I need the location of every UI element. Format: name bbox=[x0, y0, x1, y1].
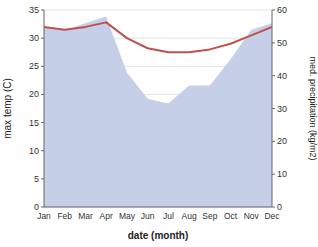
grid-line bbox=[44, 10, 272, 11]
x-tick-label: Sep bbox=[202, 211, 217, 221]
y-tick bbox=[41, 150, 44, 151]
area bbox=[44, 17, 272, 207]
chart: 051015202530350102030405060JanFebMarAprM… bbox=[0, 0, 318, 247]
y-tick-label: 20 bbox=[29, 89, 39, 99]
y2-tick bbox=[272, 207, 275, 208]
y-axis-label: max temp (C) bbox=[2, 78, 13, 139]
x-tick-label: Jan bbox=[37, 211, 51, 221]
y-tick bbox=[41, 178, 44, 179]
y2-tick-label: 50 bbox=[277, 38, 287, 48]
page: {"chart_data": {"type": "line", "categor… bbox=[0, 0, 318, 247]
plot-area bbox=[44, 17, 272, 207]
y-tick bbox=[41, 10, 44, 11]
y2-tick bbox=[272, 141, 275, 142]
y-axis-line bbox=[44, 10, 45, 207]
x-tick-label: Oct bbox=[224, 211, 238, 221]
y2-tick-label: 40 bbox=[277, 71, 287, 81]
line bbox=[44, 22, 272, 52]
x-tick-label: Jul bbox=[163, 211, 174, 221]
y-tick-label: 15 bbox=[29, 118, 39, 128]
y-tick bbox=[41, 94, 44, 95]
x-tick-label: Feb bbox=[57, 211, 72, 221]
x-tick-label: Jun bbox=[141, 211, 155, 221]
y-tick-label: 25 bbox=[29, 61, 39, 71]
y2-axis-label: med. precipitation (kg/m2) bbox=[308, 56, 318, 160]
y2-tick bbox=[272, 42, 275, 43]
x-tick-label: Dec bbox=[264, 211, 280, 221]
x-tick-label: Nov bbox=[244, 211, 260, 221]
x-tick-label: Aug bbox=[182, 211, 197, 221]
y-tick bbox=[41, 38, 44, 39]
grid-line bbox=[44, 207, 272, 208]
y-tick bbox=[41, 66, 44, 67]
y-tick bbox=[41, 122, 44, 123]
x-axis-label: date (month) bbox=[128, 230, 189, 241]
y2-tick bbox=[272, 108, 275, 109]
y2-tick-label: 20 bbox=[277, 136, 287, 146]
y2-tick-label: 10 bbox=[277, 169, 287, 179]
y-tick-label: 5 bbox=[34, 174, 39, 184]
y-tick-label: 10 bbox=[29, 146, 39, 156]
y2-tick bbox=[272, 75, 275, 76]
y-tick bbox=[41, 207, 44, 208]
y2-tick bbox=[272, 10, 275, 11]
y2-tick bbox=[272, 174, 275, 175]
y2-tick-label: 60 bbox=[277, 5, 287, 15]
y-tick-label: 35 bbox=[29, 5, 39, 15]
x-tick-label: Apr bbox=[100, 211, 113, 221]
x-tick-label: Mar bbox=[78, 211, 93, 221]
y2-tick-label: 30 bbox=[277, 104, 287, 114]
x-axis-line bbox=[44, 207, 272, 208]
y-tick-label: 30 bbox=[29, 33, 39, 43]
x-tick-label: May bbox=[119, 211, 136, 221]
